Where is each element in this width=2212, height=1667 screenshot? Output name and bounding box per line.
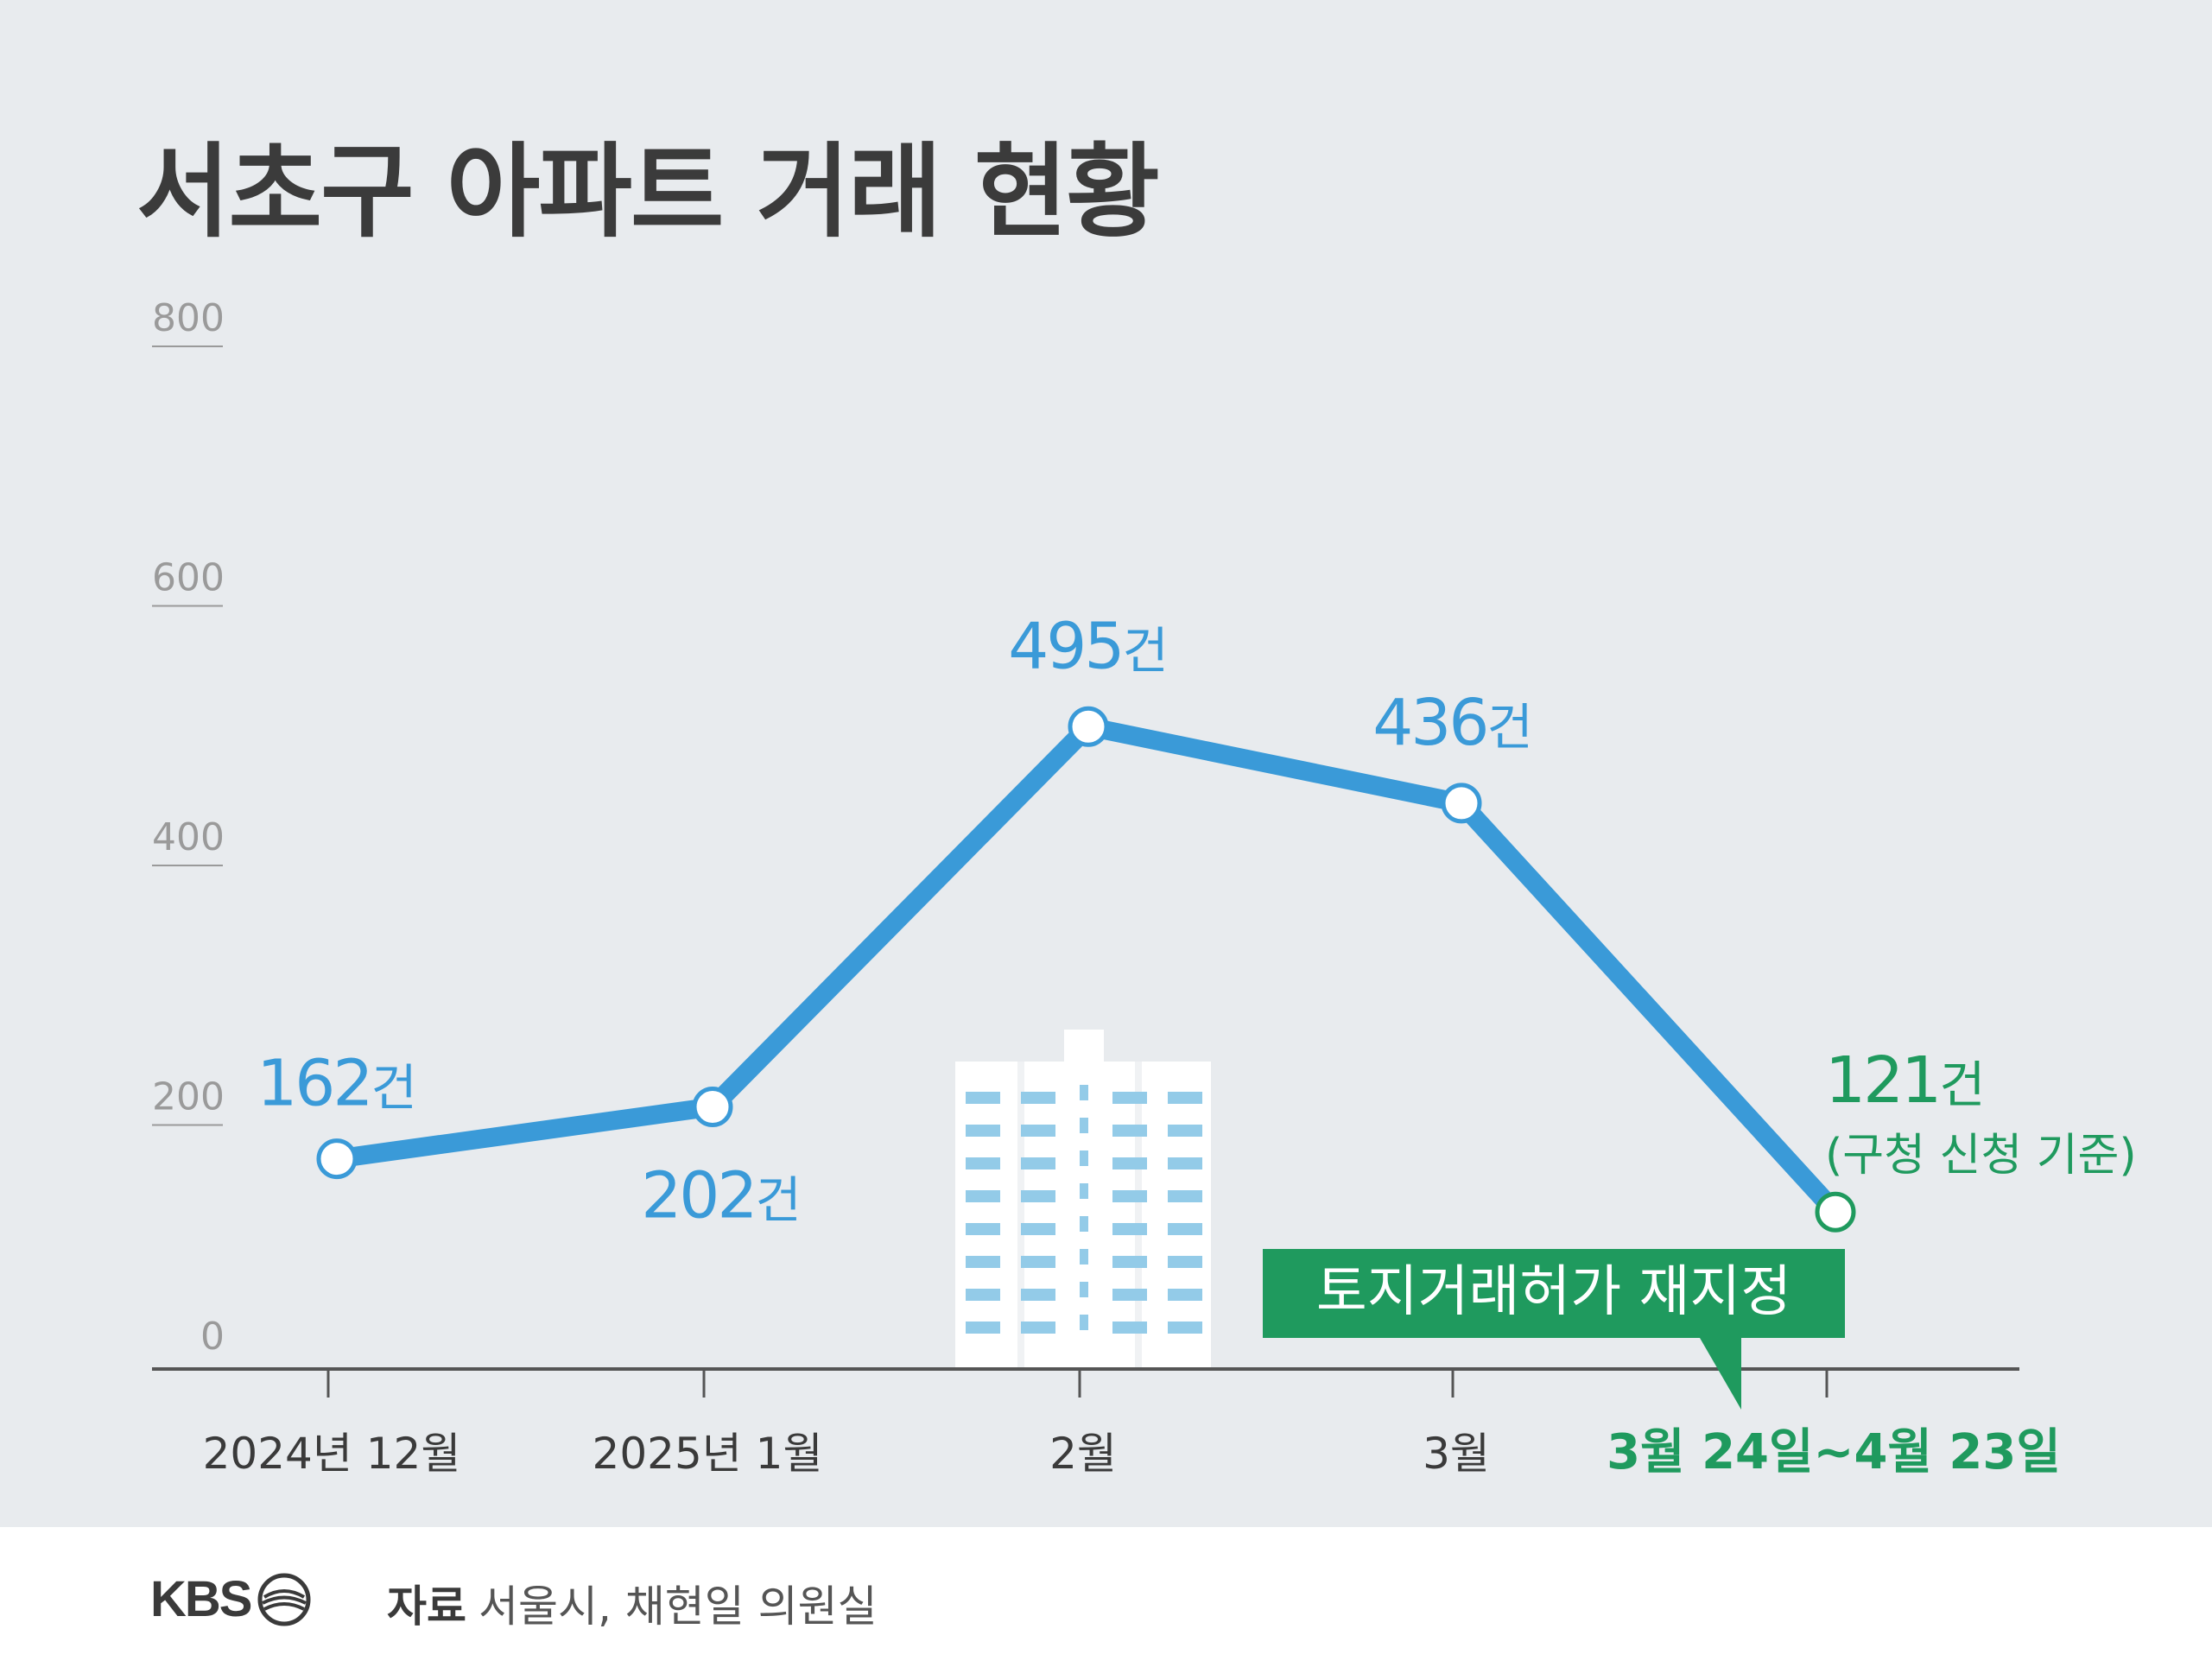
building-window (966, 1190, 1000, 1202)
x-axis-ticks (326, 1369, 1829, 1398)
y-tick-label: 0 (200, 1315, 225, 1359)
chart-title: 서초구 아파트 거래 현황 (136, 132, 1160, 251)
building-window (1112, 1223, 1147, 1235)
y-tick-label: 600 (152, 556, 225, 600)
data-point (1068, 706, 1109, 747)
annotation-callout: 토지거래허가 재지정 (1263, 1249, 1845, 1410)
building-window (1021, 1190, 1055, 1202)
building-window (1168, 1125, 1202, 1137)
apartment-building-icon (955, 1030, 1211, 1369)
building-window-small (1080, 1315, 1088, 1330)
building-window (1112, 1190, 1147, 1202)
building-divider (1017, 1062, 1024, 1369)
building-window (966, 1125, 1000, 1137)
building-window (1168, 1157, 1202, 1169)
building-window (966, 1322, 1000, 1334)
building-window-small (1080, 1118, 1088, 1133)
y-tick-label: 400 (152, 815, 225, 859)
building-window (1168, 1289, 1202, 1301)
building-window (1168, 1322, 1202, 1334)
building-window (1168, 1092, 1202, 1104)
building-window (1021, 1092, 1055, 1104)
source-note: 자료 서울시, 채현일 의원실 (387, 1572, 878, 1634)
building-window (1112, 1092, 1147, 1104)
building-window (1021, 1289, 1055, 1301)
source-label: 자료 (387, 1581, 466, 1632)
x-tick-label: 3월 24일~4월 23일 (1607, 1424, 2061, 1480)
building-window (1021, 1223, 1055, 1235)
source-text: 서울시, 채현일 의원실 (479, 1581, 878, 1632)
value-label: 436건 (1372, 686, 1533, 760)
building-window (1112, 1289, 1147, 1301)
building-window-small (1080, 1249, 1088, 1265)
building-window (1168, 1223, 1202, 1235)
building-window (1168, 1190, 1202, 1202)
building-window-small (1080, 1085, 1088, 1100)
building-window (1112, 1322, 1147, 1334)
value-label: 162건 (257, 1047, 417, 1121)
kbs-logo-text: KBS (150, 1571, 252, 1627)
data-point (1815, 1191, 1856, 1233)
building-window-small (1080, 1216, 1088, 1232)
annotation-box (1263, 1249, 1845, 1338)
building-window (966, 1289, 1000, 1301)
building-window (1112, 1125, 1147, 1137)
annotation-pointer (1700, 1338, 1741, 1410)
y-tick-label: 800 (152, 296, 225, 340)
building-window (1112, 1157, 1147, 1169)
building-divider (1135, 1062, 1142, 1369)
line-chart: 0 200 400 600 800 2024년 12월 2025년 1월 2월 3월 3월 24… (152, 296, 2137, 1480)
building-window (1112, 1256, 1147, 1268)
y-tick-label: 200 (152, 1075, 225, 1119)
x-axis-labels: 2024년 12월 2025년 1월 2월 3월 3월 24일~4월 23일 (203, 1424, 2061, 1480)
building-window (1021, 1157, 1055, 1169)
data-point (692, 1086, 733, 1127)
annotation-text: 토지거래허가 재지정 (1316, 1260, 1791, 1324)
building-window (1021, 1256, 1055, 1268)
building-window (1021, 1125, 1055, 1137)
x-tick-label: 2024년 12월 (203, 1429, 461, 1479)
building-window (966, 1092, 1000, 1104)
building-window-small (1080, 1282, 1088, 1297)
kbs-logo: KBS (150, 1570, 311, 1628)
value-label: 495건 (1008, 609, 1169, 683)
building-window (1168, 1256, 1202, 1268)
y-axis: 0 200 400 600 800 (152, 296, 225, 1359)
building-window (966, 1223, 1000, 1235)
building-window (1021, 1322, 1055, 1334)
data-points (316, 706, 1856, 1233)
data-point (1441, 783, 1482, 824)
x-tick-label: 2월 (1049, 1429, 1117, 1479)
value-label: 202건 (641, 1158, 802, 1233)
building-window-small (1080, 1183, 1088, 1199)
building-window (966, 1157, 1000, 1169)
x-tick-label: 2025년 1월 (593, 1429, 823, 1479)
building-window (966, 1256, 1000, 1268)
kbs-logo-mark-icon (257, 1573, 311, 1626)
value-labels: 162건 202건 495건 436건 121건 (구청 신청 기준) (257, 609, 2137, 1233)
data-point (316, 1138, 358, 1180)
last-point-note: (구청 신청 기준) (1825, 1130, 2137, 1182)
x-tick-label: 3월 (1423, 1429, 1490, 1479)
building-window-small (1080, 1150, 1088, 1166)
value-label: 121건 (1825, 1043, 1986, 1118)
